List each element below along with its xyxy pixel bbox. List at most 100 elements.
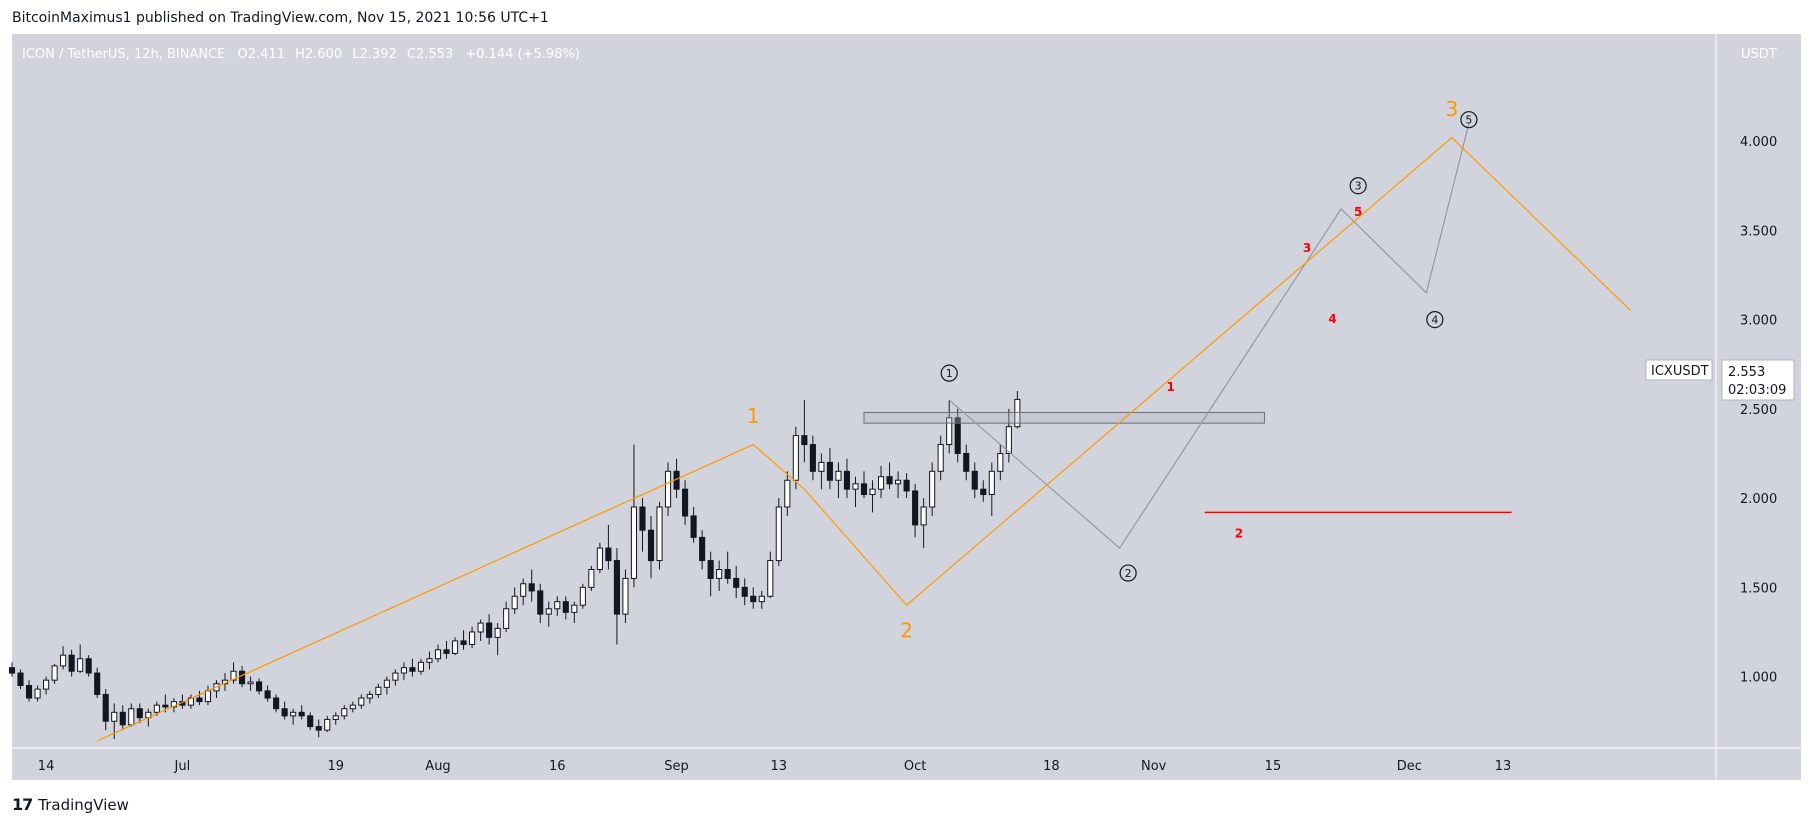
candle-body <box>332 715 339 720</box>
candles-layer <box>8 391 1021 740</box>
candle-body <box>699 536 706 562</box>
candle-body <box>554 601 561 610</box>
circled-wave-marker <box>1426 311 1444 329</box>
candle-body <box>937 444 944 472</box>
currency-label: USDT <box>1741 47 1777 62</box>
candle-body <box>1014 398 1021 428</box>
candle-body <box>852 483 859 490</box>
circled-wave-marker <box>1460 111 1478 129</box>
overlay-layer <box>96 123 1632 742</box>
plot-background <box>12 34 1717 780</box>
circled-wave-marker <box>1349 177 1367 195</box>
candle-body <box>860 483 868 496</box>
candle-body <box>843 470 851 490</box>
ohlc-c-value: 2.553 <box>416 47 453 62</box>
circled-wave-label: 2 <box>1125 567 1132 580</box>
candle-body <box>94 672 101 695</box>
candle-body <box>707 560 714 579</box>
candle-body <box>520 583 527 597</box>
wave-label: 3 <box>1303 241 1311 255</box>
time-tick-label: Nov <box>1141 759 1167 774</box>
candle-body <box>400 667 407 674</box>
candle-body <box>153 704 160 713</box>
time-tick-label: 13 <box>771 759 788 774</box>
candle-body <box>571 604 578 613</box>
candle-body <box>664 470 672 508</box>
candle-body <box>929 470 936 508</box>
price-tick-label: 1.500 <box>1740 581 1777 596</box>
ohlc-l-value: 2.392 <box>360 47 397 62</box>
candle-body <box>443 649 450 654</box>
price-axis[interactable]: 1.000 1.500 2.000 2.500 3.000 3.500 4.000 <box>1740 135 1777 686</box>
candle-body <box>281 708 288 717</box>
price-tick-label: 3.000 <box>1740 314 1777 329</box>
candle-body <box>264 690 271 699</box>
candle-body <box>988 470 995 496</box>
time-tick-label: Dec <box>1397 759 1422 774</box>
time-tick-label: Aug <box>425 759 450 774</box>
time-axis[interactable]: 14 Jul 19 Aug 16 Sep 13 Oct 18 Nov 15 Dec 13 <box>38 759 1511 774</box>
candle-body <box>128 708 135 726</box>
candle-body <box>60 654 67 667</box>
footer-brand[interactable]: 17 TradingView <box>12 795 129 814</box>
time-tick-label: 19 <box>327 759 344 774</box>
sub-wave-path <box>948 123 1470 549</box>
candle-body <box>366 693 373 699</box>
candle-body <box>545 608 552 615</box>
price-tick-label: 4.000 <box>1740 135 1777 150</box>
ohlc-h-label: H <box>295 47 305 62</box>
published-caption: BitcoinMaximus1 published on TradingView… <box>12 10 549 26</box>
candle-body <box>307 715 314 728</box>
candle-body <box>971 470 978 490</box>
candle-body <box>758 595 765 603</box>
candle-body <box>34 688 41 699</box>
time-tick-label: 16 <box>549 759 566 774</box>
candle-body <box>912 490 919 526</box>
candle-body <box>639 506 646 531</box>
candle-body <box>77 658 84 672</box>
wave-label: 1 <box>747 404 760 428</box>
candle-body <box>588 569 595 588</box>
candle-body <box>682 488 689 517</box>
circled-wave-label: 1 <box>946 367 953 380</box>
circled-wave-label: 5 <box>1465 114 1472 127</box>
candle-body <box>809 444 816 472</box>
symbol-name: ICON / TetherUS, 12h, BINANCE <box>22 47 225 62</box>
ohlc-l-label: L <box>352 47 360 62</box>
candle-body <box>8 667 16 674</box>
candle-body <box>877 476 885 490</box>
time-tick-label: 15 <box>1265 759 1282 774</box>
last-price-tag <box>1721 359 1795 401</box>
candle-body <box>17 672 24 687</box>
candle-body <box>315 726 322 731</box>
candle-body <box>792 435 799 481</box>
ohlc-o-value: 2.411 <box>248 47 285 62</box>
candle-body <box>256 681 263 692</box>
candle-body <box>605 547 612 562</box>
candle-body <box>656 506 663 562</box>
candle-body <box>511 595 518 610</box>
candle-body <box>375 686 382 695</box>
candle-body <box>647 529 655 562</box>
candle-body <box>886 476 893 485</box>
candle-body <box>724 569 731 579</box>
candle-body <box>946 417 953 446</box>
candle-body <box>954 417 961 454</box>
candle-body <box>383 679 390 688</box>
wave-label: 5 <box>1354 205 1362 219</box>
price-tick-label: 1.000 <box>1740 671 1777 686</box>
candle-body <box>767 560 774 597</box>
candle-body <box>417 661 425 672</box>
candle-body <box>613 560 620 615</box>
wave-labels-layer: 1 2 3 1 2 3 4 5 1 2 3 4 5 <box>747 97 1478 642</box>
candle-body <box>451 640 459 654</box>
candle-body <box>895 479 902 485</box>
last-price-value: 2.553 <box>1728 365 1765 380</box>
candle-body <box>238 670 246 685</box>
candle-body <box>119 711 126 726</box>
symbol-legend: ICON / TetherUS, 12h, BINANCE O2.411 H2.… <box>22 47 580 62</box>
circled-wave-label: 4 <box>1431 314 1438 327</box>
tradingview-logo-icon: 17 <box>12 795 33 814</box>
time-tick-label: Oct <box>904 759 926 774</box>
